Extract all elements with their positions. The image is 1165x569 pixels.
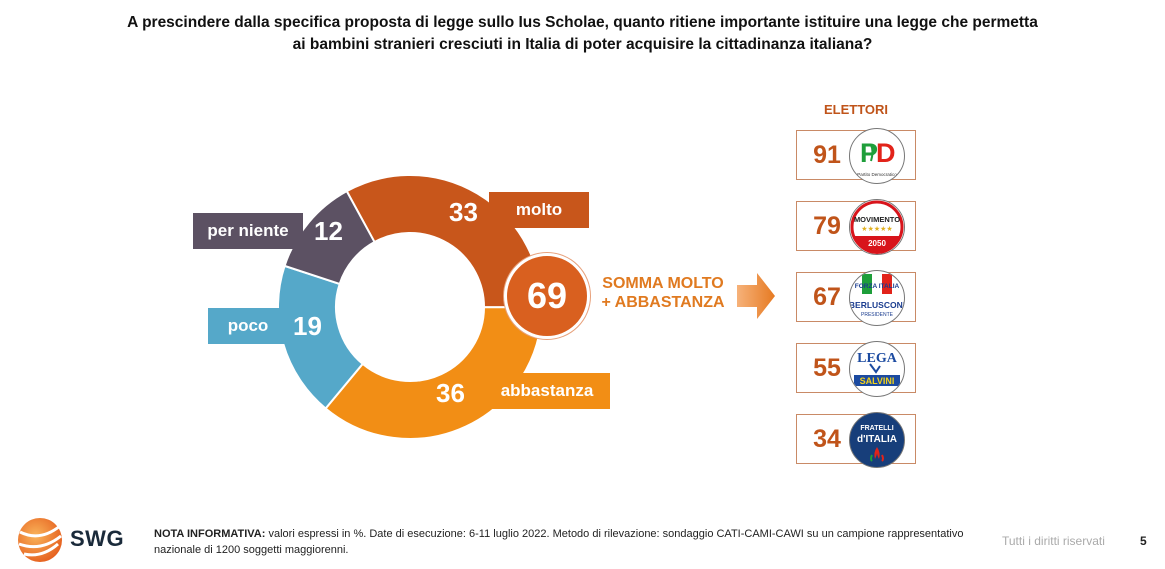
sum-label-line-2: + ABBASTANZA (601, 294, 725, 311)
svg-text:D: D (876, 138, 896, 168)
sum-label-line-1: SOMMA MOLTO (602, 275, 724, 292)
electors-title: ELETTORI (823, 102, 889, 117)
lega-logo: LEGA SALVINI (849, 341, 905, 397)
lega-logo-text: LEGA (857, 351, 898, 366)
value-per-niente: 12 (314, 216, 343, 246)
label-per-niente: per niente (193, 213, 303, 249)
m5s-logo: MOVIMENTO ★★★★★ 2050 (849, 199, 905, 255)
swg-logo-icon (18, 518, 62, 562)
m5s-logo-year: 2050 (868, 239, 886, 248)
svg-text:P: P (860, 138, 878, 168)
party-value: 34 (813, 425, 841, 453)
brand-name: SWG (70, 526, 125, 551)
fdi-logo-text: FRATELLI (860, 425, 893, 432)
party-value: 55 (813, 354, 841, 382)
party-row-m5s: 79 MOVIMENTO ★★★★★ 2050 (796, 199, 916, 255)
title-line-1: A prescindere dalla specifica proposta d… (127, 14, 1038, 31)
party-row-lega: 55 LEGA SALVINI (796, 341, 916, 397)
sum-label: SOMMA MOLTO + ABBASTANZA (590, 274, 736, 312)
party-value: 67 (813, 283, 841, 311)
arrow-right-icon (737, 273, 775, 319)
page-number: 5 (1140, 534, 1147, 548)
value-abbastanza: 36 (436, 378, 465, 408)
party-row-fdi: 34 FRATELLI d'ITALIA (796, 412, 916, 468)
note-text: valori espressi in %. Date di esecuzione… (154, 528, 964, 556)
rights-text: Tutti i diritti riservati (1002, 534, 1105, 548)
party-row-pd: 91 P D Partito Democratico (796, 128, 916, 184)
forza-italia-logo: FORZA ITALIA BERLUSCONI PRESIDENTE (849, 270, 905, 326)
party-row-fi: 67 FORZA ITALIA BERLUSCONI PRESIDENTE (796, 270, 916, 326)
label-poco: poco (208, 308, 288, 344)
footer-note: NOTA INFORMATIVA: valori espressi in %. … (154, 526, 974, 558)
fi-logo-sub2: PRESIDENTE (861, 312, 894, 318)
sum-value: 69 (504, 253, 590, 339)
value-molto: 33 (449, 197, 478, 227)
party-value: 79 (813, 212, 841, 240)
party-value: 91 (813, 141, 841, 169)
svg-text:★★★★★: ★★★★★ (861, 225, 892, 233)
label-molto: molto (489, 192, 589, 228)
pd-logo: P D Partito Democratico (849, 128, 905, 184)
fi-logo-text: FORZA ITALIA (855, 283, 900, 290)
m5s-logo-text: MOVIMENTO (854, 215, 900, 224)
label-abbastanza: abbastanza (484, 373, 610, 409)
fi-logo-sub: BERLUSCONI (850, 300, 904, 310)
note-label: NOTA INFORMATIVA: (154, 528, 266, 540)
fdi-logo: FRATELLI d'ITALIA (849, 412, 905, 468)
title-line-2: ai bambini stranieri cresciuti in Italia… (292, 36, 873, 53)
pd-logo-text: Partito Democratico (857, 172, 897, 177)
chart-title: A prescindere dalla specifica proposta d… (60, 12, 1105, 56)
value-poco: 19 (293, 311, 322, 341)
fdi-logo-sub: d'ITALIA (857, 434, 897, 445)
lega-logo-sub: SALVINI (860, 376, 895, 386)
